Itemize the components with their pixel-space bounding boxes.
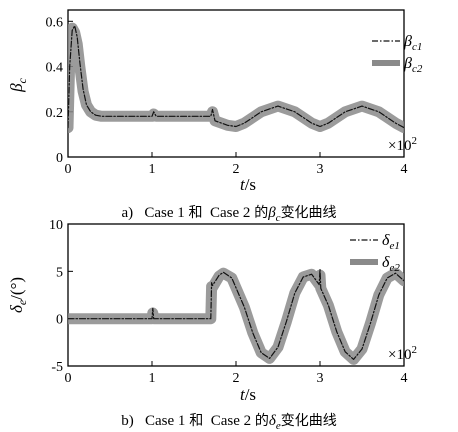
x-tick-label: 4 <box>401 162 408 177</box>
plot-frame <box>67 9 405 158</box>
y-tick-label: 5 <box>56 265 63 280</box>
y-axis-label: δe/(°) <box>7 277 29 313</box>
x-tick-label: 1 <box>149 162 156 177</box>
legend-label-c2: βc2 <box>403 55 423 75</box>
y-tick-label: 0.4 <box>46 61 64 76</box>
x-tick-label: 3 <box>317 371 324 386</box>
x-tick-label: 3 <box>317 162 324 177</box>
y-tick-label: 10 <box>49 218 63 233</box>
y-tick-label: 0.6 <box>46 15 64 30</box>
y-tick-label: 0 <box>56 151 63 166</box>
y-tick-label: 0 <box>56 313 63 328</box>
series-line-c1 <box>68 25 404 129</box>
legend-label-c1: βc1 <box>403 33 422 53</box>
y-tick-label: -5 <box>51 360 63 375</box>
series-line-c2 <box>68 22 404 134</box>
x-tick-label: 0 <box>65 162 72 177</box>
x-tick-label: 1 <box>149 371 156 386</box>
x-tick-label: 0 <box>65 371 72 386</box>
panel-a: 0 1 2 3 4 0 0.2 0.4 0.6 ×102 βc t/s βc1 βc2 a) Case 1 … <box>7 9 423 224</box>
y-axis-label: βc <box>7 77 29 92</box>
x-tick-label: 4 <box>401 371 408 386</box>
legend-label-e2: δe2 <box>382 254 400 274</box>
legend-label-e1: δe1 <box>382 232 400 252</box>
x-axis-label: t/s <box>240 175 256 194</box>
x-tick-label: 2 <box>233 162 240 177</box>
x-tick-label: 2 <box>233 371 240 386</box>
x-multiplier: ×102 <box>388 344 417 363</box>
x-multiplier: ×102 <box>388 135 417 154</box>
y-tick-label: 0.2 <box>46 106 64 121</box>
series-line-e1 <box>68 268 404 360</box>
series-line-e2 <box>68 267 404 365</box>
panel-caption: b) Case 1 和 Case 2 的δe变化曲线 <box>121 413 336 432</box>
panel-caption: a) Case 1 和 Case 2 的βc变化曲线 <box>121 205 336 224</box>
x-axis-label: t/s <box>240 385 256 404</box>
